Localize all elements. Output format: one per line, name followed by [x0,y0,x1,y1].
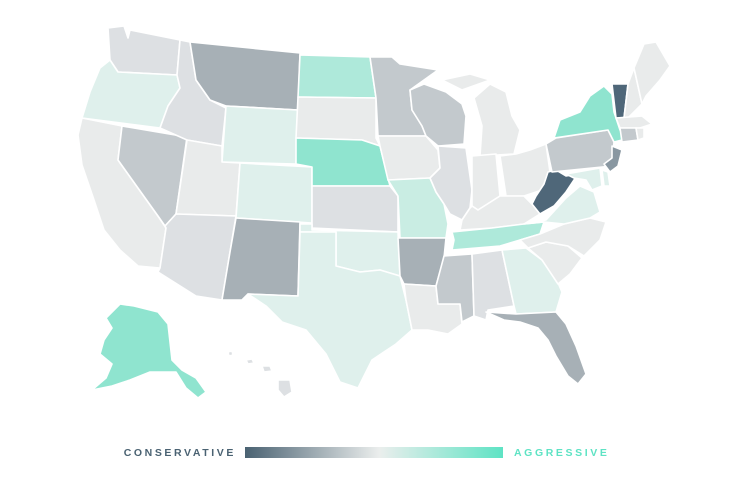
state-MD[interactable] [565,167,603,191]
state-VA[interactable] [523,185,601,225]
state-HI[interactable] [227,350,293,398]
state-WY[interactable] [221,105,299,165]
state-TX[interactable] [247,231,413,389]
state-WI[interactable] [409,83,467,147]
state-ND[interactable] [297,54,377,99]
state-KS[interactable] [311,185,399,233]
state-CT[interactable] [619,127,639,143]
legend-gradient-bar [245,447,503,458]
state-NH[interactable] [623,67,643,119]
state-GA[interactable] [501,247,563,315]
state-ME[interactable] [633,41,671,105]
state-IA[interactable] [377,135,441,181]
state-WA[interactable] [107,25,181,76]
state-NM[interactable] [221,217,301,301]
state-FL[interactable] [485,311,587,385]
legend-high-label: AGGRESSIVE [514,447,610,459]
state-MA[interactable] [615,115,653,129]
state-DE[interactable] [601,169,611,187]
legend-low-label: CONSERVATIVE [123,447,236,459]
state-NY[interactable] [553,85,631,143]
state-IL[interactable] [429,145,473,221]
state-RI[interactable] [635,127,645,141]
state-AK[interactable] [91,303,207,399]
legend: CONSERVATIVE AGGRESSIVE [0,444,750,464]
state-NJ[interactable] [603,145,623,173]
state-CO[interactable] [235,162,313,224]
state-NC[interactable] [519,217,607,257]
state-MI[interactable] [441,73,521,157]
